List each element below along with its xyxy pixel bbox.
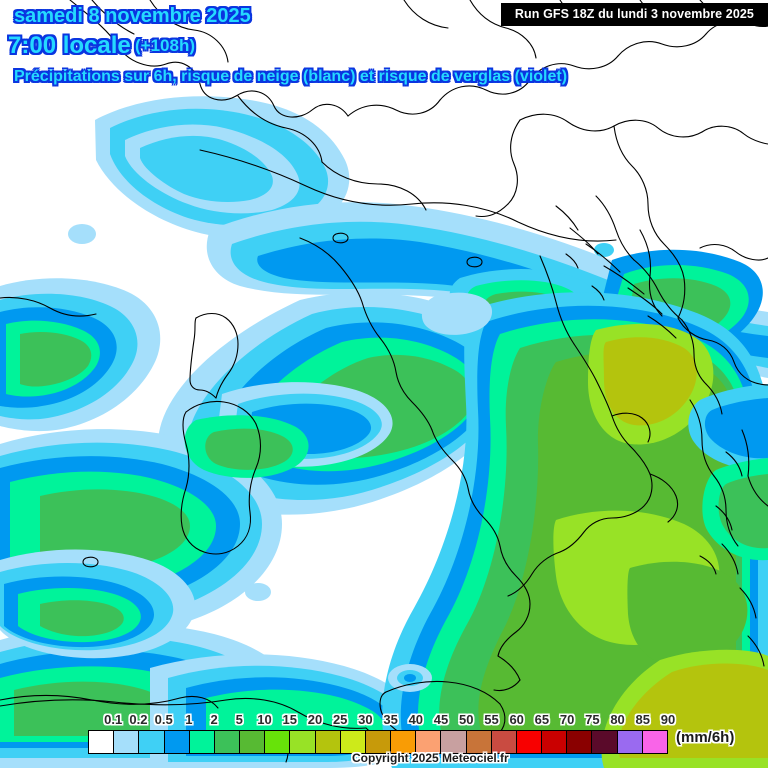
- legend-tick-35: 35: [383, 712, 398, 727]
- legend-tick-80: 80: [610, 712, 625, 727]
- legend-units-label: (mm/6h): [676, 729, 735, 746]
- legend-tick-65: 65: [534, 712, 550, 727]
- legend-tick-50: 50: [459, 712, 474, 727]
- copyright-label: Copyright 2025 Meteociel.fr: [352, 751, 509, 765]
- legend-swatch-22[interactable]: [642, 731, 667, 753]
- legend-tick-0.5: 0.5: [154, 712, 173, 727]
- legend-tick-15: 15: [282, 712, 297, 727]
- legend-swatch-10[interactable]: [340, 731, 366, 753]
- legend-tick-30: 30: [358, 712, 373, 727]
- legend-tick-85: 85: [635, 712, 651, 727]
- legend-tick-10: 10: [257, 712, 272, 727]
- legend-tick-25: 25: [332, 712, 348, 727]
- legend-swatch-7[interactable]: [265, 731, 291, 753]
- legend-swatch-1[interactable]: [114, 731, 140, 753]
- legend-swatch-5[interactable]: [214, 731, 241, 753]
- legend-tick-1: 1: [185, 712, 193, 727]
- legend-swatch-2[interactable]: [139, 731, 165, 753]
- legend-tick-55: 55: [484, 712, 499, 727]
- legend-swatch-6[interactable]: [240, 731, 266, 753]
- forecast-step-label: (+108h): [135, 36, 195, 55]
- legend-tick-90: 90: [660, 712, 676, 727]
- legend-tick-45: 45: [433, 712, 449, 727]
- legend-swatch-14[interactable]: [441, 731, 467, 753]
- legend-swatch-4[interactable]: [189, 731, 215, 753]
- legend-tick-60: 60: [509, 712, 524, 727]
- legend-swatch-0[interactable]: [89, 731, 115, 753]
- legend-swatch-18[interactable]: [542, 731, 568, 753]
- legend-tick-5: 5: [235, 712, 243, 727]
- legend-colorbar[interactable]: [88, 730, 668, 754]
- legend-tick-75: 75: [585, 712, 600, 727]
- isolated-precip-cell: [68, 224, 96, 244]
- legend-tick-2: 2: [210, 712, 218, 727]
- legend-tick-70: 70: [559, 712, 575, 727]
- legend-swatch-3[interactable]: [164, 731, 190, 753]
- legend-swatch-16[interactable]: [491, 731, 517, 753]
- model-run-banner: Run GFS 18Z du lundi 3 novembre 2025: [500, 3, 768, 26]
- forecast-subtitle-label: Précipitations sur 6h, risque de neige (…: [14, 68, 568, 85]
- legend-tick-0.1: 0.1: [104, 712, 123, 727]
- legend-swatch-17[interactable]: [516, 731, 543, 753]
- legend-swatch-21[interactable]: [617, 731, 643, 753]
- legend-swatch-8[interactable]: [290, 731, 316, 753]
- forecast-date-label: samedi 8 novembre 2025: [14, 5, 251, 27]
- legend-tick-labels: 0.1 0.2 0.5 1 2 5 10 15 20 25 30 35 40 45 50 55 60 65 70 75…: [88, 712, 675, 730]
- legend-tick-0.2: 0.2: [129, 712, 148, 727]
- legend-tick-40: 40: [408, 712, 424, 727]
- legend-tick-20: 20: [307, 712, 323, 727]
- precip-field: [0, 96, 768, 768]
- legend-swatch-9[interactable]: [315, 731, 341, 753]
- forecast-time-label: 7:00 locale: [8, 32, 131, 59]
- legend-swatch-20[interactable]: [592, 731, 618, 753]
- legend-swatch-11[interactable]: [365, 731, 392, 753]
- legend-swatch-13[interactable]: [416, 731, 442, 753]
- precipitation-legend: 0.1 0.2 0.5 1 2 5 10 15 20 25 30 35 40 45 50 55 60 65 70 75…: [88, 712, 675, 754]
- legend-swatch-19[interactable]: [567, 731, 593, 753]
- legend-swatch-12[interactable]: [391, 731, 417, 753]
- legend-swatch-15[interactable]: [466, 731, 492, 753]
